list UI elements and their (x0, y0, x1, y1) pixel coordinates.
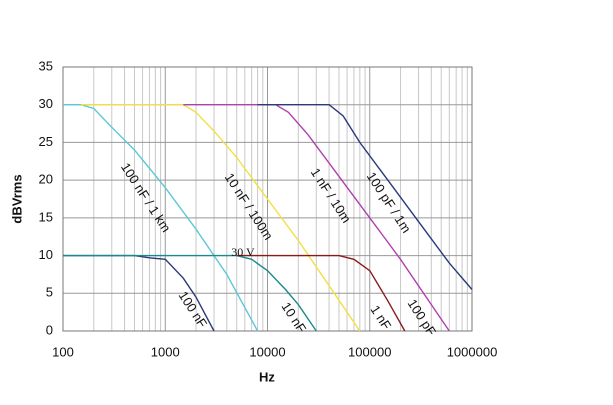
y-tick-label: 5 (46, 285, 53, 300)
data-line (183, 104, 450, 332)
x-tick-label: 1000 (151, 344, 180, 359)
y-tick-label: 0 (46, 322, 53, 337)
y-tick-label: 35 (39, 58, 53, 73)
data-line (81, 104, 361, 332)
annotation: 1 nF (368, 302, 395, 332)
annotation: 100 pF / 1m (364, 169, 414, 235)
y-tick-label: 30 (39, 96, 53, 111)
data-line (257, 104, 473, 290)
x-tick-label: 1000000 (447, 344, 498, 359)
data-line (236, 254, 406, 332)
annotation: 100 nF (176, 288, 211, 330)
annotation: 100 pF (405, 296, 440, 338)
annotation: 30 V (231, 245, 255, 259)
y-tick-label: 25 (39, 134, 53, 149)
y-tick-label: 20 (39, 172, 53, 187)
x-tick-label: 100000 (348, 344, 391, 359)
data-line (63, 104, 259, 332)
y-axis-label: dBVrms (9, 174, 24, 223)
x-tick-label: 100 (52, 344, 74, 359)
plot-frame (62, 66, 473, 332)
x-tick-label: 10000 (249, 344, 285, 359)
annotation: 10 nF (279, 299, 310, 335)
x-axis-label: Hz (259, 369, 275, 384)
y-tick-label: 10 (39, 247, 53, 262)
y-tick-label: 15 (39, 209, 53, 224)
